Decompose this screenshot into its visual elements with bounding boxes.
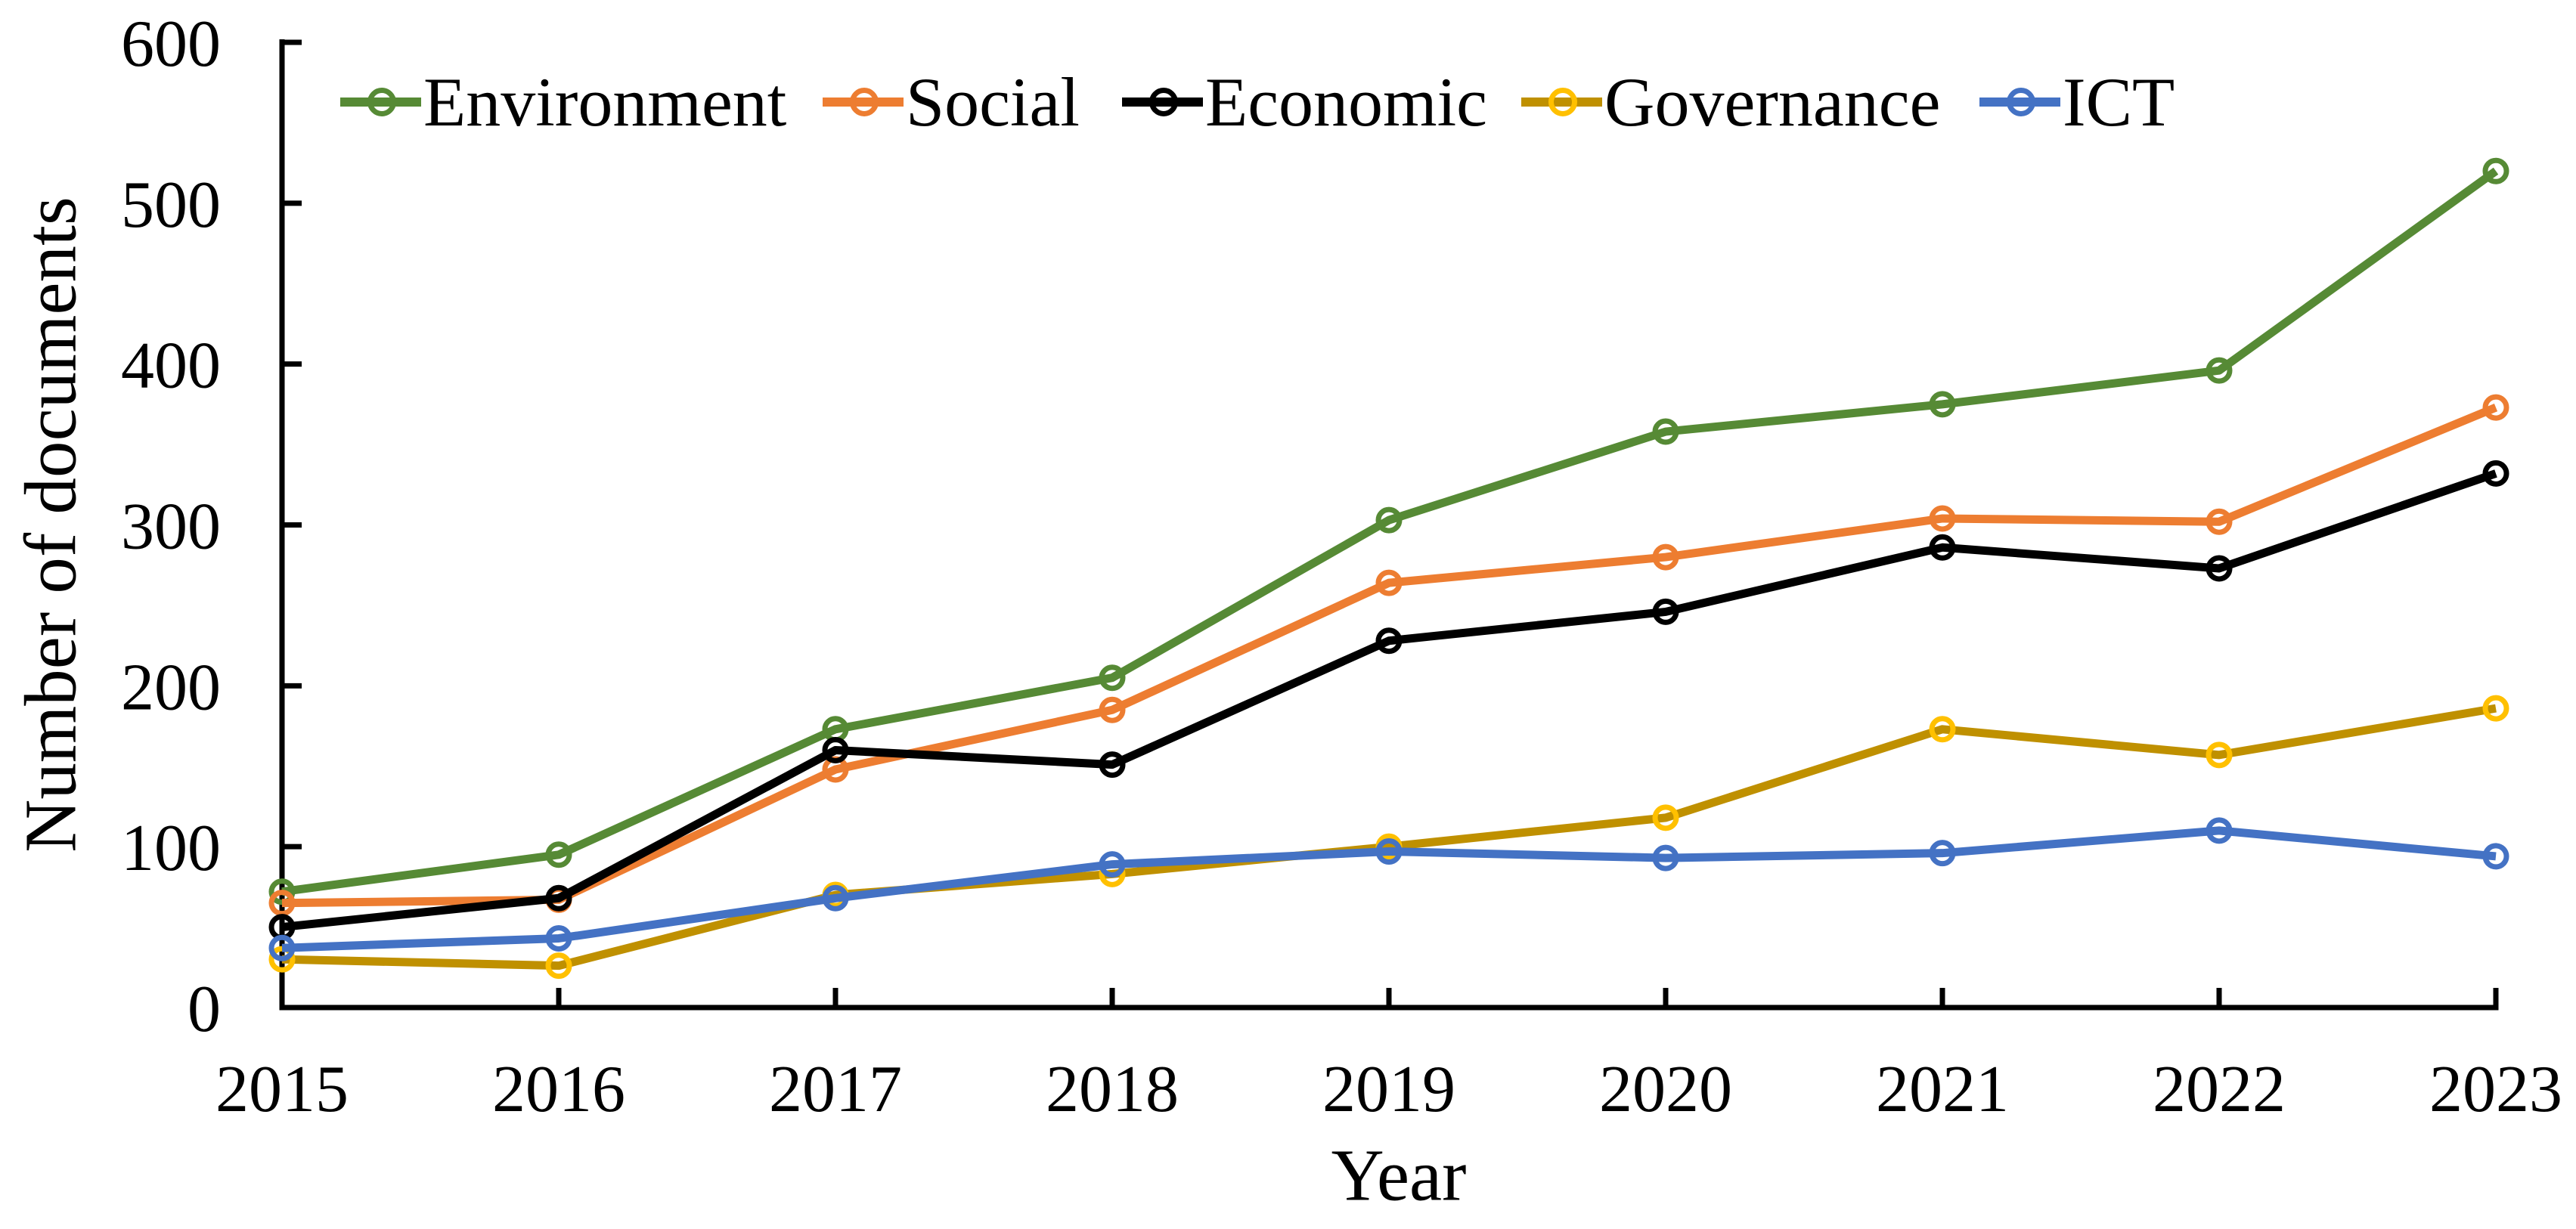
data-point-marker bbox=[1929, 505, 1956, 532]
data-point-marker bbox=[545, 924, 572, 952]
y-axis-ticks: 0 100 200 300 400 500 600 bbox=[121, 8, 302, 1046]
series-line bbox=[281, 469, 2497, 932]
data-point-marker bbox=[1375, 627, 1403, 655]
data-point-marker bbox=[1375, 506, 1403, 534]
data-point-marker bbox=[822, 884, 849, 912]
x-tick-label: 2015 bbox=[215, 1053, 349, 1126]
x-tick-label: 2016 bbox=[492, 1053, 625, 1126]
data-point-marker bbox=[2206, 741, 2233, 769]
y-tick-label: 400 bbox=[121, 330, 221, 403]
governance-marker-icon bbox=[1521, 85, 1604, 119]
legend-item-ict: ICT bbox=[1979, 67, 2175, 137]
data-point-marker bbox=[2482, 157, 2509, 184]
data-point-marker bbox=[1929, 840, 1956, 867]
data-point-marker bbox=[268, 946, 296, 973]
x-axis-ticks: 2015 2016 2017 2018 2019 2020 2021 2022 2023 bbox=[215, 988, 2562, 1126]
data-point-marker bbox=[2482, 460, 2509, 487]
data-point-marker bbox=[822, 736, 849, 763]
data-point-marker bbox=[1652, 844, 1679, 871]
x-tick-label: 2018 bbox=[1046, 1053, 1179, 1126]
y-tick-label: 500 bbox=[121, 169, 221, 242]
data-point-marker bbox=[1375, 838, 1403, 865]
y-tick-label: 200 bbox=[121, 651, 221, 724]
data-point-marker bbox=[1652, 543, 1679, 571]
series-ict bbox=[268, 817, 2509, 961]
legend-label: Social bbox=[906, 63, 1080, 141]
x-axis-title: Year bbox=[1331, 1135, 1467, 1216]
x-tick-label: 2019 bbox=[1322, 1053, 1455, 1126]
data-point-marker bbox=[1099, 751, 1126, 779]
series-economic bbox=[268, 460, 2509, 941]
y-axis-title: Number of documents bbox=[10, 197, 91, 853]
data-point-marker bbox=[1929, 391, 1956, 418]
series-line bbox=[281, 167, 2499, 896]
x-tick-label: 2020 bbox=[1599, 1053, 1732, 1126]
series-governance bbox=[268, 695, 2509, 980]
data-point-marker bbox=[1099, 664, 1126, 692]
ict-marker-icon bbox=[1979, 85, 2063, 119]
data-point-marker bbox=[2206, 357, 2233, 384]
environment-marker-icon bbox=[340, 85, 423, 119]
data-point-marker bbox=[1929, 716, 1956, 743]
data-point-marker bbox=[268, 890, 296, 917]
social-marker-icon bbox=[823, 85, 906, 119]
legend-item-governance: Governance bbox=[1521, 67, 1940, 137]
x-tick-label: 2021 bbox=[1876, 1053, 2009, 1126]
series-line bbox=[281, 404, 2498, 908]
data-point-marker bbox=[268, 934, 296, 961]
data-point-marker bbox=[545, 841, 572, 868]
x-tick-label: 2022 bbox=[2153, 1053, 2286, 1126]
data-point-marker bbox=[1099, 696, 1126, 723]
legend-item-economic: Economic bbox=[1122, 67, 1487, 137]
series-line bbox=[281, 704, 2497, 971]
series-environment bbox=[268, 157, 2509, 905]
y-tick-label: 300 bbox=[121, 491, 221, 564]
data-point-marker bbox=[1652, 598, 1679, 625]
legend-label: Environment bbox=[423, 63, 787, 141]
data-point-marker bbox=[545, 952, 572, 980]
legend-label: ICT bbox=[2063, 63, 2175, 141]
x-tick-label: 2023 bbox=[2429, 1053, 2562, 1126]
legend-label: Governance bbox=[1604, 63, 1941, 141]
series-line bbox=[281, 826, 2497, 952]
data-point-marker bbox=[2206, 508, 2233, 535]
legend-item-environment: Environment bbox=[340, 67, 786, 137]
data-point-marker bbox=[2206, 817, 2233, 844]
data-point-marker bbox=[1929, 534, 1956, 561]
y-tick-label: 600 bbox=[121, 8, 221, 81]
economic-marker-icon bbox=[1122, 85, 1205, 119]
y-tick-label: 0 bbox=[188, 973, 221, 1046]
data-point-marker bbox=[2482, 843, 2509, 870]
legend-item-social: Social bbox=[823, 67, 1080, 137]
data-point-marker bbox=[2482, 394, 2509, 421]
data-point-marker bbox=[1099, 851, 1126, 878]
data-point-marker bbox=[2206, 555, 2233, 582]
data-point-marker bbox=[1652, 804, 1679, 831]
x-tick-label: 2017 bbox=[769, 1053, 902, 1126]
data-point-marker bbox=[1375, 569, 1403, 596]
data-point-marker bbox=[1652, 418, 1679, 445]
data-point-marker bbox=[545, 884, 572, 912]
data-point-marker bbox=[2482, 695, 2509, 722]
legend-label: Economic bbox=[1205, 63, 1487, 141]
y-tick-label: 100 bbox=[121, 812, 221, 885]
